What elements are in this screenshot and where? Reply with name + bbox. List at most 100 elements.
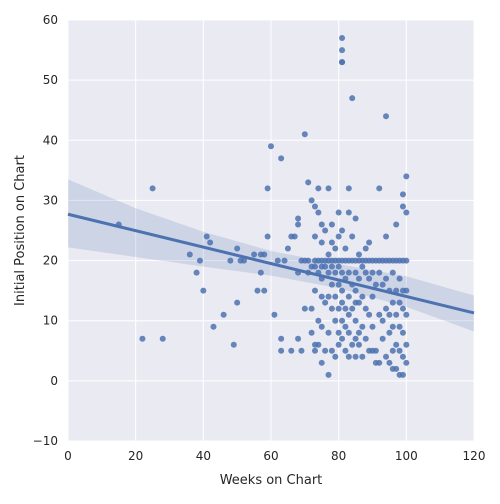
data-point [305,257,312,264]
data-point [335,263,342,270]
data-point [278,347,285,354]
data-point [318,293,325,300]
data-point [399,203,406,210]
data-point [396,275,403,282]
data-point [284,245,291,252]
y-axis-title: Initial Position on Chart [13,155,28,306]
data-point [376,359,383,366]
data-point [352,269,359,276]
y-tick-label: 40 [43,133,58,147]
data-point [159,335,166,342]
data-point [311,263,318,270]
data-point [369,293,376,300]
data-point [325,185,332,192]
data-point [315,185,322,192]
data-point [311,287,318,294]
data-point [149,185,156,192]
data-point [389,323,396,330]
data-point [325,293,332,300]
data-point [308,197,315,204]
data-point [339,287,346,294]
data-point [342,305,349,312]
data-point [288,347,295,354]
data-point [332,245,339,252]
data-point [396,323,403,330]
data-point [345,293,352,300]
data-point [355,341,362,348]
data-point [335,281,342,288]
data-point [234,299,241,306]
data-point [240,257,247,264]
x-tick-label: 80 [331,449,346,463]
data-point [386,329,393,336]
data-point [383,275,390,282]
data-point [342,323,349,330]
data-point [325,269,332,276]
data-point [399,371,406,378]
data-point [291,233,298,240]
data-point [264,233,271,240]
data-point [251,251,258,258]
data-point [315,317,322,324]
data-point [261,287,268,294]
data-point [383,233,390,240]
confidence-band [68,179,474,332]
data-point [393,341,400,348]
data-point [227,257,234,264]
data-point [366,239,373,246]
data-point [318,323,325,330]
data-point [359,293,366,300]
y-tick-label: 10 [43,314,58,328]
data-point [328,239,335,246]
data-point [342,245,349,252]
data-point [325,329,332,336]
data-point [403,311,410,318]
data-point [230,341,237,348]
data-point [339,335,346,342]
data-point [328,347,335,354]
x-tick-label: 100 [395,449,418,463]
data-point [271,311,278,318]
data-point [257,269,264,276]
data-point [281,257,288,264]
data-point [403,287,410,294]
data-point [369,323,376,330]
y-tick-label: −10 [33,434,58,448]
data-point [311,233,318,240]
data-point [328,281,335,288]
data-point [376,269,383,276]
data-point [308,329,315,336]
data-point [359,263,366,270]
data-point [362,335,369,342]
data-point [376,311,383,318]
data-point [200,287,207,294]
data-point [332,293,339,300]
data-point [335,329,342,336]
data-point [322,299,329,306]
regression-line-group [67,212,475,315]
data-point [295,335,302,342]
x-axis-title: Weeks on Chart [220,473,323,488]
data-point [386,359,393,366]
data-point [393,365,400,372]
data-point [383,113,390,120]
data-point [220,311,227,318]
data-point [383,305,390,312]
x-tick-label: 60 [263,449,278,463]
data-point [318,221,325,228]
data-point [207,239,214,246]
data-point [386,311,393,318]
data-point [339,59,346,66]
data-point [362,245,369,252]
data-point [325,251,332,258]
y-tick-label: 60 [43,13,58,27]
data-point [332,269,339,276]
data-point [335,233,342,240]
data-point [318,359,325,366]
data-point [234,245,241,252]
x-tick-label: 40 [196,449,211,463]
data-point [345,353,352,360]
data-point [186,251,193,258]
